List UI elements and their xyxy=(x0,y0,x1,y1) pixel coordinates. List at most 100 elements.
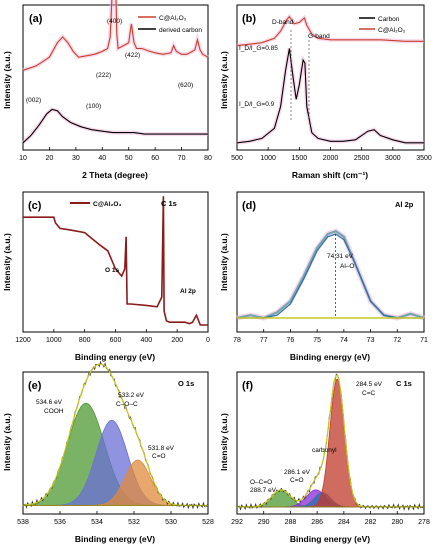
panel-a-xtick-label: 20 xyxy=(46,155,54,162)
panel-f-title: C 1s xyxy=(396,379,412,388)
panel-b-xtick-label: 2500 xyxy=(354,155,370,162)
panel-d-xlabel: Binding energy (eV) xyxy=(290,352,370,362)
panel-b-xtick-label: 500 xyxy=(231,155,243,162)
panel-c-annot-c1s: C 1s xyxy=(161,199,177,208)
panel-e-ylabel: Intensity (a.u.) xyxy=(2,413,12,471)
panel-b-annot-dband: D-band xyxy=(272,19,294,26)
panel-d-xtick-label: 74 xyxy=(340,337,348,344)
panel-d-xtick-label: 72 xyxy=(393,337,401,344)
panel-c-xtick-label: 1000 xyxy=(46,337,62,344)
panel-a-annot-100: (100) xyxy=(86,103,101,110)
panel-b-label: (b) xyxy=(242,13,256,25)
panel-b-series-band xyxy=(236,48,424,145)
panel-b-xtick-label: 2000 xyxy=(323,155,339,162)
panel-f-annot-p1-energy: 284.5 eV xyxy=(356,381,383,388)
panel-a-series-band xyxy=(21,107,208,145)
panel-e-annot-p3-name: C=O xyxy=(152,453,166,460)
panel-c-xtick-label: 1200 xyxy=(15,337,31,344)
panel-f-xtick-label: 284 xyxy=(338,519,350,526)
panel-a-xtick-label: 60 xyxy=(151,155,159,162)
panel-a: (a) Intensity (a.u.) 2 Theta (degree) 10… xyxy=(2,0,212,180)
panel-e-label: (e) xyxy=(28,380,42,392)
panel-c-xtick-label: 400 xyxy=(140,337,152,344)
panel-c-ylabel: Intensity (a.u.) xyxy=(2,233,12,291)
panel-a-xtick-label: 40 xyxy=(98,155,106,162)
panel-a-label: (a) xyxy=(29,13,43,25)
panel-f-label: (f) xyxy=(242,380,253,392)
panel-a-xtick-label: 30 xyxy=(72,155,80,162)
panel-e-frame xyxy=(22,371,209,515)
panel-c-x-ticks: 1200 1000 800 600 400 200 0 xyxy=(15,329,210,344)
panel-f-annot-p3-energy: 288.7 eV xyxy=(250,487,277,494)
panel-e: (e) Intensity (a.u.) Binding energy (eV)… xyxy=(2,360,214,544)
panel-a-ylabel: Intensity (a.u.) xyxy=(2,51,12,109)
panel-f-frame xyxy=(236,371,425,515)
panel-e-title: O 1s xyxy=(178,379,194,388)
panel-f-ylabel: Intensity (a.u.) xyxy=(219,413,229,471)
panel-f-xtick-label: 292 xyxy=(231,519,243,526)
panel-a-xtick-label: 70 xyxy=(178,155,186,162)
panel-b: (b) Intensity (a.u.) Raman shift (cm⁻¹) … xyxy=(219,4,432,180)
panel-b-series-line xyxy=(236,15,424,47)
panel-e-xtick-label: 528 xyxy=(202,519,214,526)
panel-b-legend-1: Carbon xyxy=(378,16,400,23)
panel-c-xtick-label: 600 xyxy=(110,337,122,344)
panel-b-xtick-label: 3000 xyxy=(385,155,401,162)
panel-c-xtick-label: 800 xyxy=(79,337,91,344)
panel-d-title: Al 2p xyxy=(395,200,414,209)
panel-c-xtick-label: 200 xyxy=(171,337,183,344)
panel-d-label: (d) xyxy=(242,200,256,212)
panel-f-series xyxy=(236,373,425,511)
panel-c-xlabel: Binding energy (eV) xyxy=(75,352,155,362)
panel-f: (f) Intensity (a.u.) Binding energy (eV)… xyxy=(219,371,430,544)
panel-d-raw-band xyxy=(236,228,425,321)
panel-b-x-ticks: 500 1000 1500 2000 2500 3000 3500 xyxy=(231,147,432,162)
panel-f-xtick-label: 288 xyxy=(285,519,297,526)
panel-b-annot-gband: G-band xyxy=(308,33,330,40)
panel-d-x-ticks: 78 77 76 75 74 73 72 71 xyxy=(233,329,428,344)
panel-e-annot-p2-energy: 533.2 eV xyxy=(118,392,145,399)
panel-d-xtick-label: 78 xyxy=(233,337,241,344)
panel-b-ylabel: Intensity (a.u.) xyxy=(219,51,229,109)
panel-a-annot-422: (422) xyxy=(125,52,140,59)
panel-d-xtick-label: 77 xyxy=(260,337,268,344)
panel-e-x-ticks: 538 536 534 532 530 528 xyxy=(17,511,214,526)
panel-b-series-line xyxy=(236,48,424,144)
panel-f-annot-p1-name: C=C xyxy=(362,390,375,397)
panel-a-legend-2: derived carbon xyxy=(159,27,202,34)
panel-e-annot-p2-name: C–O–C xyxy=(116,401,138,408)
panel-e-xtick-label: 536 xyxy=(54,519,66,526)
panel-e-xlabel: Binding energy (eV) xyxy=(75,534,155,544)
panel-f-annot-p2-energy: 286.1 eV xyxy=(284,469,311,476)
panel-d-xtick-label: 71 xyxy=(420,337,428,344)
panel-f-xtick-label: 280 xyxy=(391,519,403,526)
panel-a-series-line xyxy=(22,0,209,71)
panel-b-xtick-label: 1500 xyxy=(292,155,308,162)
panel-d: (d) Intensity (a.u.) Binding energy (eV)… xyxy=(219,191,428,362)
panel-d-ylabel: Intensity (a.u.) xyxy=(219,233,229,291)
panel-a-series xyxy=(21,0,209,145)
panel-d-frame xyxy=(236,191,425,333)
panel-f-annot-carbonyl: carbonyl xyxy=(312,447,337,454)
panel-f-annot-p2-name: C=O xyxy=(290,477,304,484)
panel-e-xtick-label: 532 xyxy=(128,519,140,526)
panel-c-xtick-label: 0 xyxy=(206,337,210,344)
panel-b-annot-ratio-1: I_D/I_G=0.85 xyxy=(239,45,278,52)
panel-b-annot-ratio-2: I_D/I_G=0.9 xyxy=(239,101,275,108)
panel-c-annot-o1s: O 1s xyxy=(105,267,119,274)
panel-a-series-line xyxy=(22,108,208,144)
panel-e-series xyxy=(22,360,209,510)
panel-b-legend-2: C@Al₂O₃ xyxy=(378,27,406,34)
panel-f-annot-p3-name: O–C=O xyxy=(250,479,272,486)
panel-d-xtick-label: 73 xyxy=(367,337,375,344)
panel-e-xtick-label: 530 xyxy=(165,519,177,526)
panel-a-xlabel: 2 Theta (degree) xyxy=(82,170,148,180)
panel-d-annot-assign: Al–O xyxy=(340,263,354,270)
panel-b-xtick-label: 1000 xyxy=(260,155,276,162)
panel-c-frame xyxy=(22,191,209,333)
panel-a-x-ticks: 10 20 30 40 50 60 70 80 xyxy=(19,147,212,162)
panel-b-xtick-label: 3500 xyxy=(416,155,432,162)
panel-d-raw-line xyxy=(236,229,425,320)
panel-e-xtick-label: 534 xyxy=(91,519,103,526)
panel-e-annot-p1-energy: 534.6 eV xyxy=(36,399,63,406)
